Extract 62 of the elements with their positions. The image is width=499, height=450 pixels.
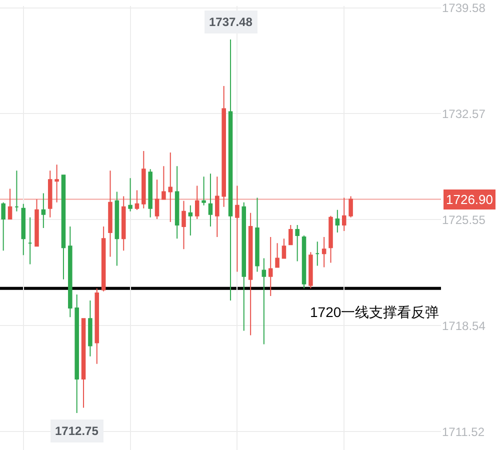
candlestick	[61, 174, 66, 280]
candlestick	[208, 173, 213, 227]
candlestick	[174, 166, 180, 240]
candlestick	[222, 86, 226, 208]
candlestick	[28, 216, 32, 265]
candlestick	[128, 178, 132, 212]
candlestick	[94, 288, 100, 364]
candlestick	[114, 191, 120, 266]
candlestick	[54, 164, 59, 203]
candlestick	[148, 168, 152, 218]
candlestick	[275, 242, 280, 268]
candlestick	[41, 192, 46, 228]
y-tick-label: 1725.55	[442, 212, 486, 227]
candlestick	[228, 39, 233, 301]
candlestick	[101, 226, 106, 292]
candlestick	[242, 202, 246, 332]
candlestick	[154, 179, 160, 220]
candlestick	[14, 170, 19, 212]
y-tick-label: 1711.52	[442, 424, 485, 439]
candlestick	[288, 224, 293, 246]
candlestick	[194, 185, 200, 220]
candlestick	[282, 238, 286, 259]
candlestick	[202, 176, 206, 206]
ref-line-label: 1726.90	[446, 192, 493, 207]
candlestick	[268, 236, 273, 296]
y-tick-label: 1718.54	[442, 318, 486, 333]
candlestick	[248, 212, 253, 336]
candlestick	[182, 200, 186, 250]
candlestick	[308, 252, 313, 289]
candlestick	[342, 197, 346, 232]
candlestick	[302, 235, 306, 289]
candlestick	[255, 197, 260, 272]
candlestick	[335, 209, 340, 234]
y-tick-label: 1732.57	[442, 106, 486, 121]
annotation: 1712.75	[55, 424, 99, 438]
candlestick	[188, 204, 193, 236]
ref-line-label: 1720一线支撑看反弹	[310, 304, 440, 320]
candlestick	[315, 241, 320, 266]
y-tick-label: 1739.58	[442, 1, 486, 16]
candlestick	[235, 185, 240, 272]
candlestick	[295, 224, 300, 262]
candlestick	[108, 170, 112, 258]
candlestick	[34, 198, 39, 247]
candlestick	[68, 226, 72, 318]
candlestick	[8, 188, 12, 220]
candlestick	[134, 190, 140, 210]
candlestick	[142, 150, 146, 209]
candlestick	[262, 258, 266, 345]
candlestick	[21, 203, 26, 256]
candlestick	[48, 170, 52, 218]
candlestick	[168, 152, 173, 222]
candlestick	[81, 318, 86, 408]
candlestick	[88, 300, 92, 357]
annotation: 1737.48	[209, 15, 253, 29]
candlestick	[322, 236, 326, 268]
candlestick	[348, 196, 353, 218]
candlestick	[74, 294, 79, 414]
candlestick	[328, 215, 333, 264]
candlestick	[215, 176, 220, 238]
candlestick	[1, 202, 6, 252]
candlestick	[162, 166, 166, 200]
candlestick	[121, 196, 126, 252]
